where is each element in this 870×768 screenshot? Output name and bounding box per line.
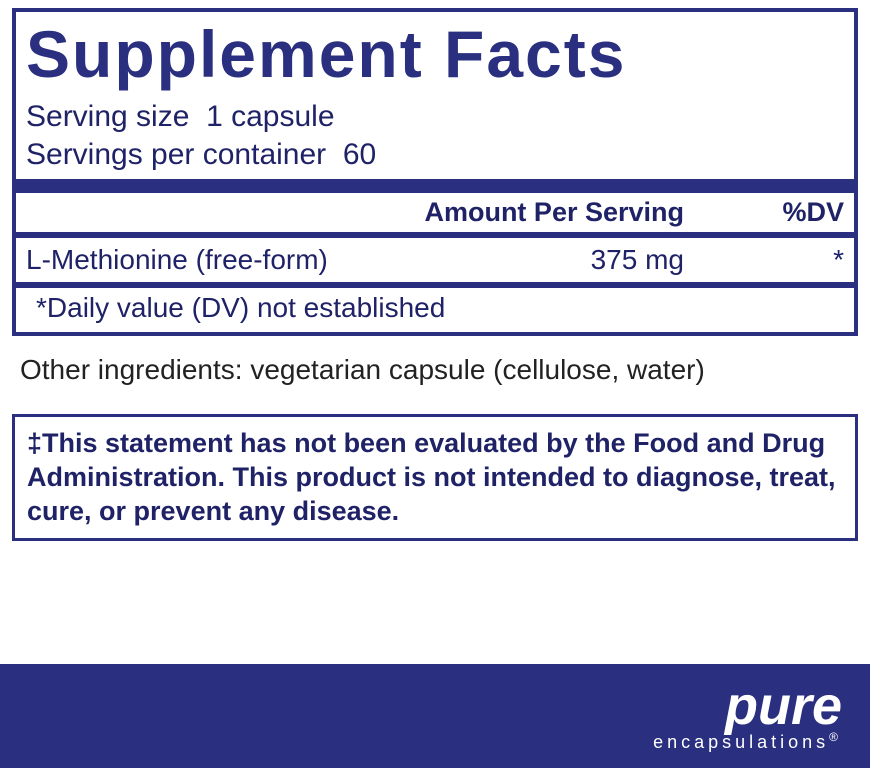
supplement-facts-panel: Supplement Facts Serving size 1 capsule … xyxy=(12,8,858,336)
brand-subtext: encapsulations® xyxy=(653,732,842,750)
servings-per-container-label: Servings per container xyxy=(26,138,326,171)
servings-per-container-line: Servings per container 60 xyxy=(26,136,844,174)
brand-logo: pure encapsulations® xyxy=(653,682,842,751)
header-dv: %DV xyxy=(684,197,844,228)
panel-title: Supplement Facts xyxy=(16,12,854,98)
table-row: L-Methionine (free-form) 375 mg * xyxy=(16,238,854,282)
brand-footer: pure encapsulations® xyxy=(0,664,870,768)
ingredient-dv: * xyxy=(684,244,844,276)
serving-size-line: Serving size 1 capsule xyxy=(26,98,844,136)
fda-disclaimer: ‡This statement has not been evaluated b… xyxy=(12,414,858,541)
servings-per-container-value: 60 xyxy=(343,138,376,171)
thick-rule xyxy=(16,179,854,193)
registered-mark: ® xyxy=(829,730,842,744)
ingredient-name: L-Methionine (free-form) xyxy=(26,244,484,276)
other-ingredients: Other ingredients: vegetarian capsule (c… xyxy=(20,354,850,386)
brand-sub: encapsulations xyxy=(653,732,829,752)
table-header-row: Amount Per Serving %DV xyxy=(16,193,854,232)
dv-footnote: *Daily value (DV) not established xyxy=(16,288,854,332)
serving-size-value: 1 capsule xyxy=(206,100,334,133)
brand-name: pure xyxy=(653,682,842,731)
serving-size-label: Serving size xyxy=(26,100,189,133)
serving-block: Serving size 1 capsule Servings per cont… xyxy=(16,98,854,179)
header-amount: Amount Per Serving xyxy=(354,197,684,228)
ingredient-amount: 375 mg xyxy=(484,244,684,276)
